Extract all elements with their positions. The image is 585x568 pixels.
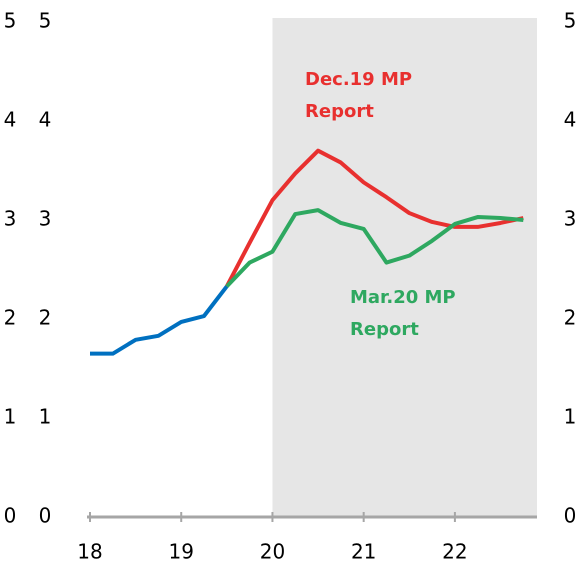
y-tick-label: 2 [4,306,17,330]
x-tick-label: 20 [260,540,285,564]
annotation: Mar.20 MP [350,287,456,308]
x-tick-label: 19 [168,540,193,564]
y-tick-label: 1 [4,405,17,429]
y2-tick-label: 3 [564,207,577,231]
y2-tick-label: 2 [564,306,577,330]
y-tick-label: 3 [4,207,17,231]
y-tick-label: 2 [39,306,52,330]
y-tick-label: 0 [4,504,17,528]
series-line [225,148,524,288]
y2-tick-label: 4 [564,108,577,132]
y-tick-label: 0 [39,504,52,528]
series-line [90,285,229,356]
series-line [225,208,524,288]
y2-tick-label: 5 [564,9,577,33]
y-tick-label: 1 [39,405,52,429]
x-tick-label: 22 [442,540,467,564]
annotation: Report [350,319,419,340]
y-tick-label: 3 [39,207,52,231]
forecast-shade [272,18,537,517]
y2-tick-label: 1 [564,405,577,429]
y-tick-label: 4 [39,108,52,132]
x-tick-label: 21 [351,540,376,564]
y-tick-label: 4 [4,108,17,132]
annotation: Dec.19 MP [305,69,412,90]
x-tick-label: 18 [77,540,102,564]
y-tick-label: 5 [39,9,52,33]
annotation: Report [305,101,374,122]
y-tick-label: 5 [4,9,17,33]
y2-tick-label: 0 [564,504,577,528]
